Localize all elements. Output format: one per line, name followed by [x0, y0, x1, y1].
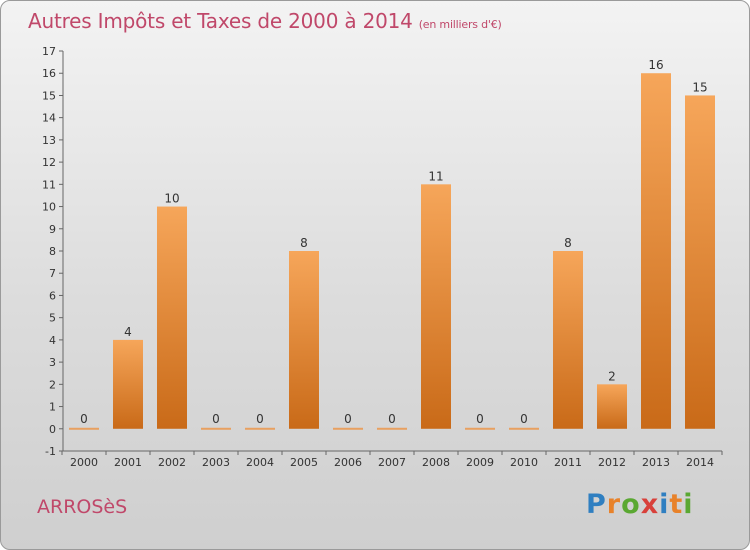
x-tick-label: 2014: [686, 456, 714, 469]
bar: [333, 427, 363, 430]
data-label: 8: [564, 236, 572, 250]
y-tick-label: 3: [49, 356, 56, 369]
x-tick-label: 2006: [334, 456, 362, 469]
y-tick-label: 15: [42, 89, 56, 102]
data-label: 0: [256, 412, 264, 426]
logo-letter: r: [606, 489, 622, 520]
bar: [289, 251, 319, 429]
x-tick-label: 2010: [510, 456, 538, 469]
data-label: 0: [476, 412, 484, 426]
data-label: 16: [648, 58, 663, 72]
bar: [685, 95, 715, 429]
x-tick-label: 2007: [378, 456, 406, 469]
y-tick-label: 9: [49, 223, 56, 236]
data-label: 11: [428, 169, 443, 183]
x-tick-label: 2013: [642, 456, 670, 469]
data-label: 0: [212, 412, 220, 426]
bar: [157, 206, 187, 429]
logo-letter: i: [683, 489, 694, 520]
data-label: 10: [164, 192, 179, 206]
x-tick-label: 2005: [290, 456, 318, 469]
x-tick-label: 2011: [554, 456, 582, 469]
data-label: 0: [520, 412, 528, 426]
y-tick-label: 1: [49, 401, 56, 414]
y-tick-label: 7: [49, 267, 56, 280]
logo-letter: t: [669, 489, 684, 520]
data-label: 2: [608, 369, 616, 383]
logo-letter: i: [659, 489, 670, 520]
data-label: 4: [124, 325, 132, 339]
y-tick-label: 5: [49, 312, 56, 325]
x-tick-label: 2009: [466, 456, 494, 469]
data-label: 0: [344, 412, 352, 426]
x-tick-label: 2001: [114, 456, 142, 469]
bar: [509, 427, 539, 430]
y-tick-label: 2: [49, 378, 56, 391]
bar: [113, 339, 143, 429]
chart-labels: 0 4 10 0 0 8 0 0 11 0 0 8 2 16 15: [80, 58, 707, 426]
data-label: 8: [300, 236, 308, 250]
chart-title-text: Autres Impôts et Taxes de 2000 à 2014: [28, 9, 413, 33]
y-tick-label: 14: [42, 112, 56, 125]
y-tick-label: 16: [42, 67, 56, 80]
chart-subtitle: (en milliers d'€): [418, 18, 502, 31]
y-tick-label: 17: [42, 45, 56, 58]
y-tick-label: 0: [49, 423, 56, 436]
logo-letter: P: [586, 489, 607, 520]
x-tick-label: 2000: [70, 456, 98, 469]
y-tick-label: 12: [42, 156, 56, 169]
bar: [641, 73, 671, 429]
proxiti-logo: Proxiti: [586, 489, 694, 520]
x-tick-label: 2012: [598, 456, 626, 469]
y-tick-label: 8: [49, 245, 56, 258]
x-tick-label: 2003: [202, 456, 230, 469]
bar: [597, 384, 627, 429]
chart-bars: [69, 73, 715, 430]
y-tick-label: 6: [49, 289, 56, 302]
y-tick-label: -1: [45, 445, 56, 458]
commune-name: ARROSèS: [37, 496, 128, 518]
y-tick-label: 13: [42, 134, 56, 147]
y-tick-label: 10: [42, 201, 56, 214]
x-tick-label: 2004: [246, 456, 274, 469]
logo-letter: o: [621, 489, 641, 520]
bar: [245, 427, 275, 430]
x-tick-label: 2008: [422, 456, 450, 469]
logo-letter: x: [640, 489, 660, 520]
chart-title: Autres Impôts et Taxes de 2000 à 2014 (en…: [28, 9, 502, 33]
y-tick-label: 4: [49, 334, 56, 347]
data-label: 0: [80, 412, 88, 426]
data-label: 0: [388, 412, 396, 426]
x-tick-label: 2002: [158, 456, 186, 469]
bar: [465, 427, 495, 430]
bar: [201, 427, 231, 430]
bar: [553, 251, 583, 429]
y-tick-label: 11: [42, 178, 56, 191]
bar: [377, 427, 407, 430]
bar: [69, 427, 99, 430]
bar: [421, 184, 451, 429]
data-label: 15: [692, 80, 707, 94]
